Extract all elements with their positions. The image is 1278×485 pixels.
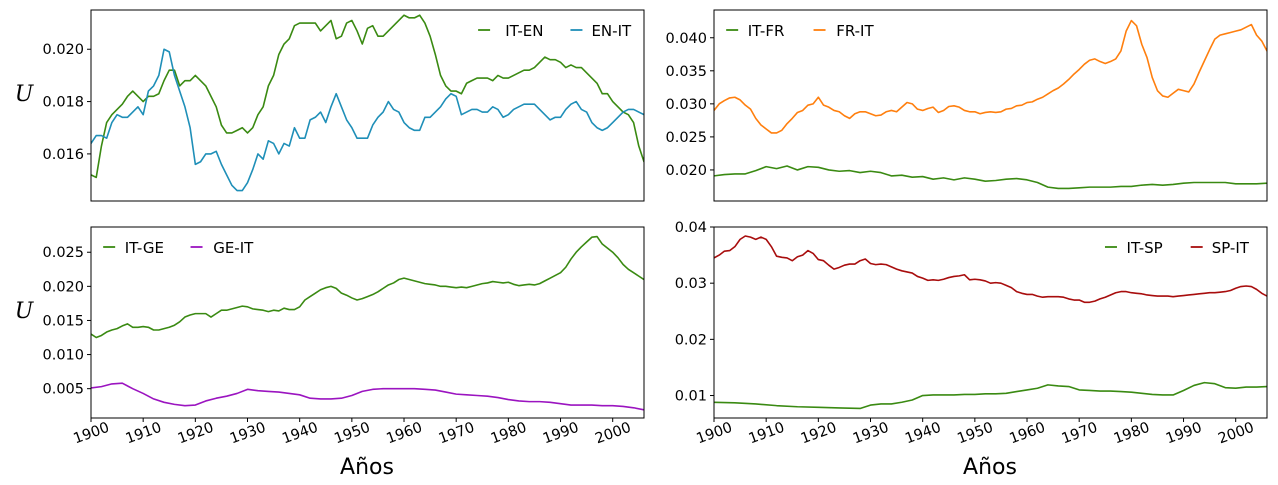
y-tick-label: 0.04 bbox=[675, 220, 707, 236]
x-tick-label: 1910 bbox=[124, 420, 164, 448]
chart-panel-it-sp: 0.01 0.02 0.03 0.04 1900 1910 1920 1930 1940 1950… bbox=[675, 220, 1268, 448]
x-tick-label: 1900 bbox=[694, 420, 734, 448]
x-tick-label: 1910 bbox=[747, 420, 787, 448]
y-tick-label: 0.025 bbox=[42, 245, 84, 261]
series-line-ge-it bbox=[91, 382, 644, 411]
y-tick-label: 0.03 bbox=[675, 276, 707, 292]
series-line-it-fr bbox=[714, 165, 1267, 190]
x-tick-label: 1980 bbox=[489, 420, 529, 448]
x-axis-label-left: Años bbox=[340, 455, 394, 480]
legend-label: IT-GE bbox=[125, 239, 164, 257]
x-tick-label: 1970 bbox=[1060, 420, 1100, 448]
x-tick-label: 1990 bbox=[541, 420, 581, 448]
series-line-en-it bbox=[91, 48, 644, 192]
x-tick-label: 1950 bbox=[332, 420, 372, 448]
x-tick-label: 1960 bbox=[384, 420, 424, 448]
x-tick-label: 1930 bbox=[851, 420, 891, 448]
plot-frame bbox=[90, 9, 645, 202]
x-tick-label: 1990 bbox=[1164, 420, 1204, 448]
series-line-it-sp bbox=[714, 381, 1267, 410]
legend-label: EN-IT bbox=[591, 22, 632, 40]
x-tick-label: 1980 bbox=[1112, 420, 1152, 448]
y-tick-label: 0.020 bbox=[42, 279, 84, 295]
x-tick-label: 1940 bbox=[280, 420, 320, 448]
y-tick-label: 0.018 bbox=[42, 95, 84, 111]
y-axis-label-bottom: U bbox=[15, 299, 35, 324]
legend-label: FR-IT bbox=[836, 22, 874, 40]
x-tick-label: 1920 bbox=[799, 420, 839, 448]
y-tick-label: 0.02 bbox=[675, 332, 707, 348]
y-tick-label: 0.016 bbox=[42, 147, 84, 163]
y-tick-label: 0.020 bbox=[42, 42, 84, 58]
plot-frame bbox=[713, 9, 1268, 202]
y-tick-label: 0.010 bbox=[42, 348, 84, 364]
x-axis-label-right: Años bbox=[963, 455, 1017, 480]
x-tick-label: 2000 bbox=[593, 420, 633, 448]
chart-panel-it-ge: 0.005 0.010 0.015 0.020 0.025 1900 1910 1920 193… bbox=[42, 226, 645, 448]
y-tick-label: 0.025 bbox=[665, 130, 707, 146]
plot-frame bbox=[713, 226, 1268, 419]
series-line-fr-it bbox=[714, 19, 1267, 134]
x-tick-label: 1900 bbox=[71, 420, 111, 448]
x-tick-label: 2000 bbox=[1216, 420, 1256, 448]
chart-panel-it-fr: 0.020 0.025 0.030 0.035 0.040 IT-FR FR-IT bbox=[665, 9, 1268, 202]
series-line-sp-it bbox=[714, 235, 1267, 304]
series-line-it-en bbox=[91, 14, 644, 179]
chart-panel-it-en: 0.016 0.018 0.020 IT-EN EN-IT bbox=[42, 9, 645, 202]
y-tick-label: 0.01 bbox=[675, 389, 707, 405]
legend-label: SP-IT bbox=[1212, 239, 1250, 257]
x-tick-label: 1940 bbox=[903, 420, 943, 448]
legend-label: IT-EN bbox=[505, 22, 543, 40]
legend-label: IT-FR bbox=[748, 22, 785, 40]
y-tick-label: 0.020 bbox=[665, 163, 707, 179]
x-tick-label: 1960 bbox=[1007, 420, 1047, 448]
y-tick-label: 0.035 bbox=[665, 64, 707, 80]
x-tick-label: 1970 bbox=[437, 420, 477, 448]
x-tick-label: 1930 bbox=[228, 420, 268, 448]
y-tick-label: 0.015 bbox=[42, 313, 84, 329]
y-tick-label: 0.005 bbox=[42, 382, 84, 398]
legend-label: GE-IT bbox=[213, 239, 254, 257]
x-tick-label: 1950 bbox=[955, 420, 995, 448]
series-line-it-ge bbox=[91, 235, 644, 339]
x-tick-label: 1920 bbox=[176, 420, 216, 448]
y-axis-label-top: U bbox=[15, 82, 35, 107]
legend-label: IT-SP bbox=[1127, 239, 1163, 257]
y-tick-label: 0.030 bbox=[665, 97, 707, 113]
y-tick-label: 0.040 bbox=[665, 31, 707, 47]
plot-frame bbox=[90, 226, 645, 419]
